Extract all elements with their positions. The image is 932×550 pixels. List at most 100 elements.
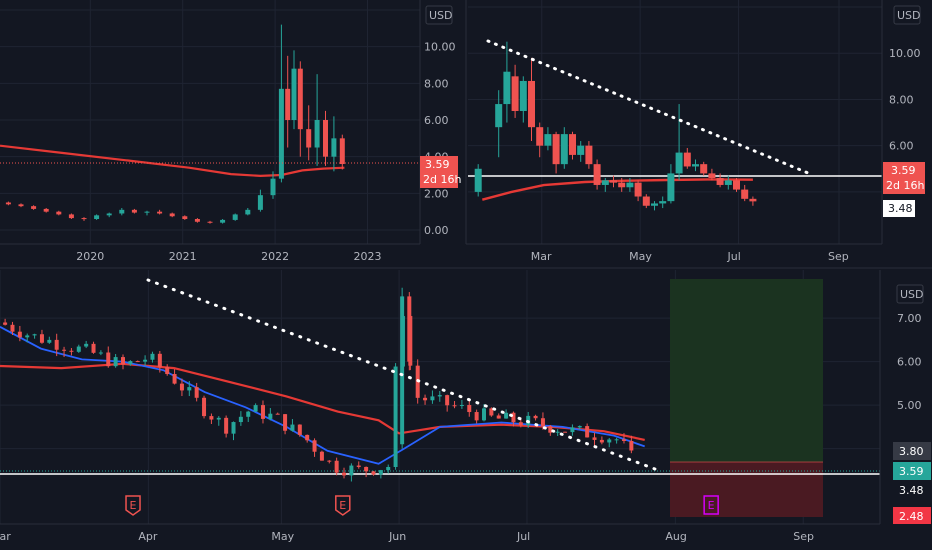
p1-candle	[297, 68, 303, 130]
p1-candle	[270, 178, 276, 196]
p3-candle	[386, 466, 391, 471]
p1-candle	[43, 208, 49, 212]
p2-candle	[700, 164, 708, 174]
p1-candle	[291, 68, 297, 120]
p2-support-badge	[883, 200, 915, 217]
p1-y-tick: 2.00	[424, 187, 449, 200]
p3-candle	[452, 405, 457, 407]
p2-trendline[interactable]	[486, 39, 810, 175]
p1-candle	[119, 209, 125, 214]
p3-candle	[32, 334, 37, 336]
p3-candle	[62, 349, 67, 351]
p3-x-tick: Aug	[665, 530, 686, 543]
p1-y-tick: 6.00	[424, 114, 449, 127]
p3-candle	[194, 387, 199, 398]
p2-candle	[495, 104, 503, 128]
p1-x-tick: 2023	[354, 250, 382, 263]
p1-time-axis[interactable]: 2020 2021 2022 2023	[0, 243, 420, 263]
p3-stop-text: 2.48	[899, 510, 924, 523]
p3-candle	[614, 439, 619, 441]
p1-y-tick: 0.00	[424, 224, 449, 237]
loss-zone[interactable]	[670, 462, 823, 517]
panel-weekly-overview[interactable]	[0, 0, 420, 244]
p3-currency-label	[896, 284, 924, 304]
p2-time-axis[interactable]: Mar May Jul Sep	[466, 243, 882, 263]
p3-candle	[157, 353, 162, 368]
p1-candle	[207, 221, 213, 223]
p3-candle	[511, 412, 516, 423]
p3-candle	[327, 460, 332, 462]
p3-candle	[378, 470, 383, 475]
p1-y-tick: 8.00	[424, 77, 449, 90]
p3-candle	[216, 417, 221, 420]
p2-candle	[667, 173, 675, 202]
p3-time-axis[interactable]: Mar Apr May Jun Jul Aug Sep	[0, 523, 880, 543]
p3-candle	[135, 361, 140, 363]
p3-candle	[98, 352, 103, 354]
p2-candle	[733, 180, 740, 190]
p2-price-axis[interactable]: 10.00 8.00 6.00 USD 3.59 2d 16h 3.48	[881, 0, 925, 244]
p3-candle	[179, 383, 184, 391]
p1-last-price-badge	[420, 156, 458, 188]
p3-candle	[290, 424, 295, 431]
p3-candle	[260, 405, 265, 419]
p3-candle	[489, 408, 494, 416]
p1-candle	[323, 120, 328, 157]
p3-support-text: 3.48	[899, 484, 924, 497]
p1-x-ticks: 2020 2021 2022 2023	[76, 250, 381, 263]
profit-zone[interactable]	[670, 279, 823, 462]
p3-candle	[238, 416, 243, 423]
p3-candle	[54, 339, 59, 350]
p1-price-axis[interactable]: 10.008.006.004.002.000.00 USD 3.59 2d 16…	[419, 0, 461, 244]
p2-candle	[536, 127, 544, 146]
p2-x-tick: Mar	[531, 250, 552, 263]
p2-currency-text: USD	[897, 9, 921, 22]
p3-candle	[106, 352, 111, 367]
p1-last-price-text: 3.59	[425, 158, 450, 171]
p3-candle	[474, 412, 479, 421]
p2-candle	[519, 80, 527, 111]
p2-candle	[749, 198, 757, 202]
p3-y-tick: 6.00	[897, 356, 922, 369]
p2-candle	[626, 182, 634, 188]
p3-candle	[540, 418, 545, 427]
p3-candle	[231, 422, 236, 434]
p3-x-tick: Sep	[793, 530, 814, 543]
p2-candle	[503, 71, 511, 105]
p2-candle	[651, 203, 658, 206]
p3-candle	[349, 465, 354, 476]
p2-candle	[569, 134, 576, 155]
p3-candle	[283, 414, 288, 431]
p3-x-ticks: Mar Apr May Jun Jul Aug Sep	[0, 530, 814, 543]
p2-candle	[675, 152, 683, 174]
p2-candle	[692, 164, 699, 167]
panel-daily-triangle[interactable]	[465, 0, 882, 244]
p3-y-ticks: 7.006.005.004.00	[897, 312, 922, 455]
p3-support-badge	[893, 481, 931, 499]
p3-candle	[69, 350, 74, 352]
p2-last-price-badge	[883, 162, 925, 194]
p3-candle	[407, 296, 412, 362]
p1-candle	[194, 219, 200, 222]
p1-candle	[31, 206, 37, 209]
p3-price-axis[interactable]: 7.006.005.004.00 USD 3.80 3.59 3.48 2.48	[879, 270, 931, 524]
p3-candle	[202, 397, 207, 417]
p2-candle	[610, 180, 617, 183]
p2-candle	[634, 182, 642, 197]
p3-candle	[246, 411, 251, 417]
p3-candle	[430, 396, 435, 401]
p3-trendline[interactable]	[146, 278, 657, 471]
p1-candle	[232, 214, 238, 220]
p2-candle	[560, 134, 568, 165]
p3-candle	[25, 335, 30, 338]
p1-candle	[278, 88, 284, 179]
p3-candle	[400, 296, 405, 445]
p1-ema-path	[0, 144, 345, 178]
p3-candle	[504, 412, 509, 419]
p3-stop-badge	[893, 507, 931, 524]
p2-y-ticks: 10.00 8.00 6.00	[889, 47, 921, 152]
p2-candle	[741, 189, 749, 199]
p3-candle	[10, 324, 15, 332]
